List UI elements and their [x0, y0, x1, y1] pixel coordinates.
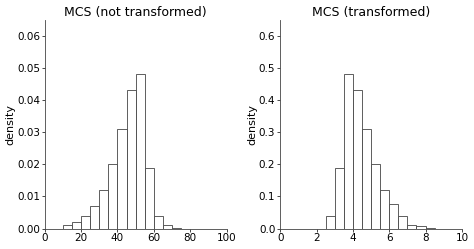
Bar: [335, 168, 344, 229]
Bar: [398, 216, 407, 229]
Bar: [90, 206, 100, 229]
Bar: [145, 168, 154, 229]
Bar: [154, 216, 163, 229]
Bar: [417, 226, 426, 229]
Title: MCS (transformed): MCS (transformed): [312, 5, 430, 19]
Bar: [407, 225, 417, 229]
Bar: [163, 225, 172, 229]
Bar: [389, 204, 398, 229]
Bar: [127, 90, 136, 229]
Bar: [380, 190, 389, 229]
Bar: [371, 164, 380, 229]
Y-axis label: density: density: [247, 104, 257, 145]
Y-axis label: density: density: [6, 104, 16, 145]
Bar: [100, 190, 109, 229]
Title: MCS (not transformed): MCS (not transformed): [64, 5, 207, 19]
Bar: [136, 74, 145, 229]
Bar: [109, 164, 118, 229]
Bar: [362, 129, 371, 229]
Bar: [72, 222, 81, 229]
Bar: [326, 216, 335, 229]
Bar: [353, 90, 362, 229]
Bar: [426, 228, 435, 229]
Bar: [63, 225, 72, 229]
Bar: [118, 129, 127, 229]
Bar: [172, 228, 181, 229]
Bar: [344, 74, 353, 229]
Bar: [81, 216, 90, 229]
